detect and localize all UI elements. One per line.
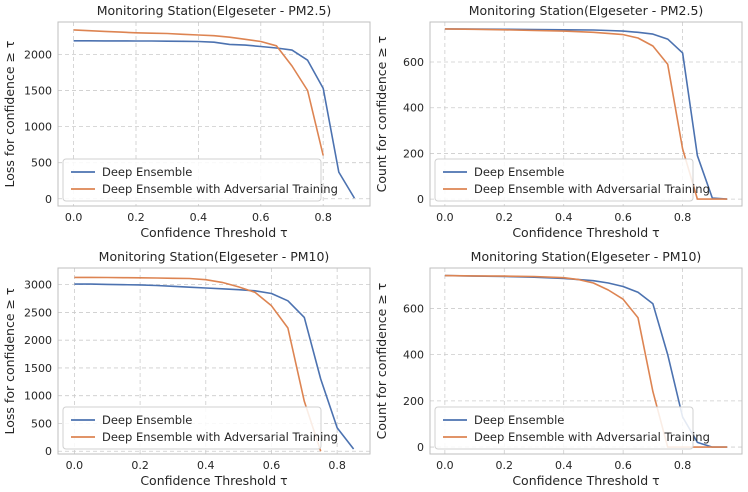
x-tick-label: 0.6 (614, 459, 632, 472)
plot-frame (429, 21, 743, 207)
y-tick-label: 3000 (24, 279, 52, 292)
series-line-adversarial-training (73, 29, 324, 156)
x-tick-label: 0.8 (674, 459, 692, 472)
x-tick-label: 0.4 (197, 459, 215, 472)
x-tick-label: 0.0 (65, 211, 83, 224)
y-tick-label: 500 (31, 417, 52, 430)
x-tick-label: 0.8 (674, 211, 692, 224)
y-tick-label: 200 (403, 395, 424, 408)
y-axis-label: Loss for confidence ≥ τ (2, 41, 17, 188)
x-tick-label: 0.2 (496, 459, 514, 472)
legend-entry-label: Deep Ensemble with Adversarial Training (474, 430, 710, 444)
legend-box (62, 158, 322, 202)
legend-entry-label: Deep Ensemble (474, 413, 564, 427)
y-tick-label: 400 (403, 349, 424, 362)
legend-box (434, 158, 694, 202)
y-tick-label: 200 (403, 147, 424, 160)
x-tick-label: 0.4 (190, 211, 208, 224)
legend-box (62, 406, 322, 450)
y-tick-label: 2500 (24, 306, 52, 319)
x-axis-label: Confidence Threshold τ (140, 473, 287, 488)
x-tick-label: 0.6 (614, 211, 632, 224)
legend-entry-label: Deep Ensemble (102, 165, 192, 179)
legend: Deep Ensemble Deep Ensemble with Adversar… (62, 158, 338, 202)
y-tick-label: 0 (45, 193, 52, 206)
chart-title: Monitoring Station(Elgeseter - PM2.5) (97, 3, 332, 18)
chart-title: Monitoring Station(Elgeseter - PM10) (471, 249, 702, 264)
y-tick-label: 1000 (24, 121, 52, 134)
chart-panel-4: 0.0 0.2 0.4 0.6 0.8 0 200 400 600 Monitoring Stat… (374, 249, 743, 488)
legend: Deep Ensemble Deep Ensemble with Adversar… (62, 406, 338, 450)
chart-panel-1: 0.0 0.2 0.4 0.6 0.8 0 500 1000 1500 2000 Monitorin… (2, 3, 371, 240)
legend-entry-label: Deep Ensemble with Adversarial Training (474, 182, 710, 196)
y-tick-label: 0 (417, 441, 424, 454)
x-tick-label: 0.6 (252, 211, 270, 224)
y-tick-label: 600 (403, 302, 424, 315)
y-axis-label: Count for confidence ≥ τ (374, 36, 389, 193)
plot-frame (57, 267, 371, 455)
y-tick-label: 500 (31, 157, 52, 170)
x-tick-label: 0.4 (555, 211, 573, 224)
y-tick-label: 1500 (24, 362, 52, 375)
y-tick-label: 0 (417, 193, 424, 206)
y-tick-label: 1000 (24, 390, 52, 403)
x-tick-label: 0.4 (555, 459, 573, 472)
x-tick-label: 0.0 (436, 459, 454, 472)
y-axis-label: Count for confidence ≥ τ (374, 283, 389, 440)
legend: Deep Ensemble Deep Ensemble with Adversar… (434, 406, 710, 450)
legend-entry-label: Deep Ensemble with Adversarial Training (102, 182, 338, 196)
legend: Deep Ensemble Deep Ensemble with Adversar… (434, 158, 710, 202)
x-tick-label: 0.2 (127, 211, 145, 224)
x-tick-label: 0.6 (263, 459, 281, 472)
y-axis-label: Loss for confidence ≥ τ (2, 288, 17, 435)
x-tick-label: 0.2 (496, 211, 514, 224)
legend-entry-label: Deep Ensemble (474, 165, 564, 179)
x-axis-label: Confidence Threshold τ (140, 225, 287, 240)
y-tick-label: 2000 (24, 48, 52, 61)
x-axis-label: Confidence Threshold τ (512, 473, 659, 488)
x-tick-label: 0.2 (131, 459, 149, 472)
y-tick-label: 1500 (24, 85, 52, 98)
series-line-adversarial-training (74, 276, 322, 452)
x-tick-label: 0.8 (314, 211, 332, 224)
chart-title: Monitoring Station(Elgeseter - PM10) (99, 249, 330, 264)
y-tick-label: 600 (403, 56, 424, 69)
chart-panel-3: 0.0 0.2 0.4 0.6 0.8 0 500 1000 1500 2000 2500 3000 M… (2, 249, 371, 488)
y-tick-label: 0 (45, 445, 52, 458)
series-line-deep-ensemble (73, 39, 356, 199)
legend-entry-label: Deep Ensemble (102, 413, 192, 427)
chart-panel-2: 0.0 0.2 0.4 0.6 0.8 0 200 400 600 Monitoring Stat… (374, 3, 743, 240)
x-tick-label: 0.8 (328, 459, 346, 472)
series-line-deep-ensemble (74, 283, 355, 450)
y-tick-label: 400 (403, 102, 424, 115)
x-tick-label: 0.0 (436, 211, 454, 224)
x-tick-label: 0.0 (66, 459, 84, 472)
plot-frame (57, 21, 371, 207)
chart-title: Monitoring Station(Elgeseter - PM2.5) (469, 3, 704, 18)
y-tick-label: 2000 (24, 334, 52, 347)
x-axis-label: Confidence Threshold τ (512, 225, 659, 240)
plot-frame (429, 267, 743, 455)
legend-entry-label: Deep Ensemble with Adversarial Training (102, 430, 338, 444)
legend-box (434, 406, 694, 450)
